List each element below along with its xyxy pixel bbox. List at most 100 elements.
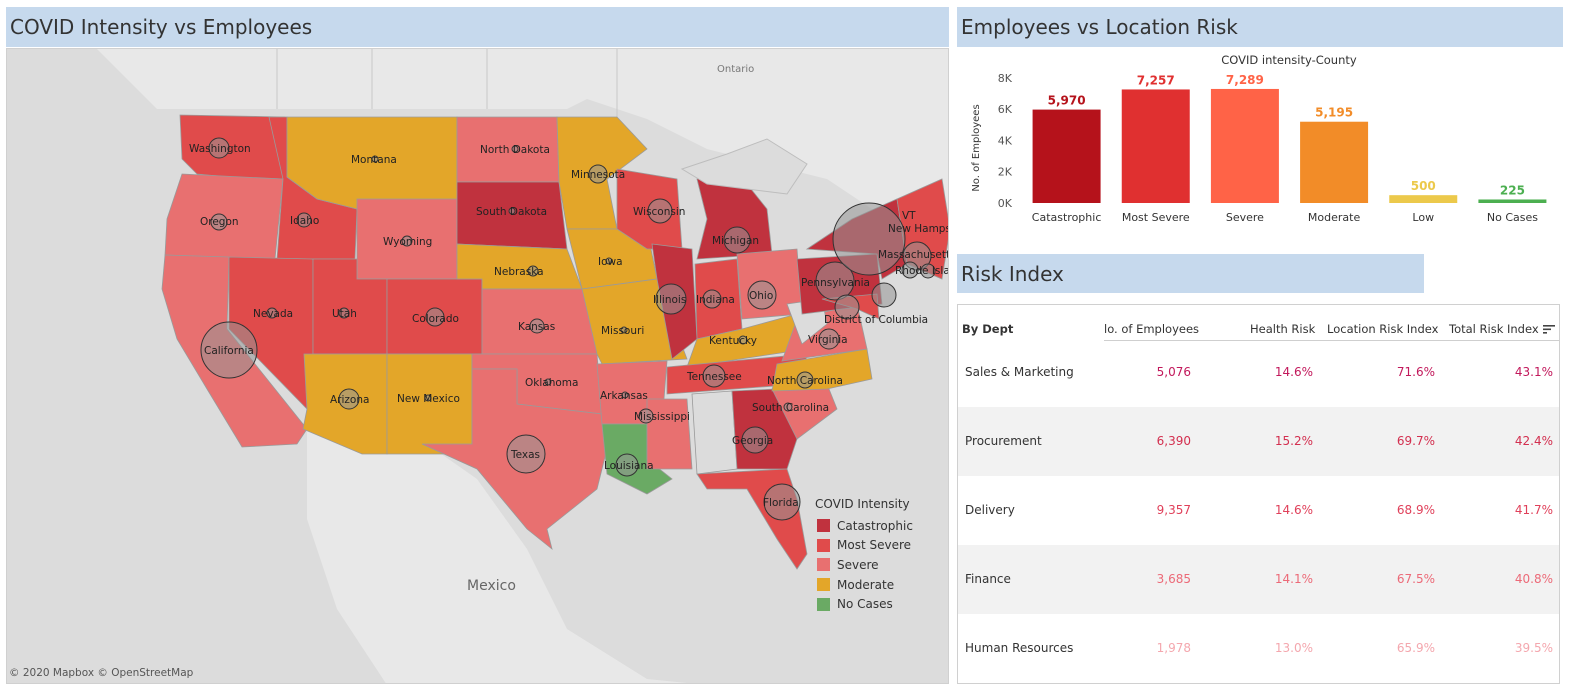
circle-connecticut[interactable] — [901, 261, 919, 279]
table-row[interactable]: Human Resources 1,978 13.0% 65.9% 39.5% — [958, 614, 1559, 683]
label-rhode-island: Rhode Isla — [895, 265, 949, 277]
legend-swatch — [817, 519, 830, 533]
great-lakes — [680, 138, 808, 195]
label-ohio: Ohio — [749, 290, 773, 302]
legend-item-severe[interactable]: Severe — [815, 555, 945, 575]
circle-dc[interactable] — [834, 294, 860, 320]
label-tennessee: Tennessee — [686, 371, 742, 383]
label-nevada: Nevada — [253, 308, 293, 320]
label-nebraska: Nebraska — [494, 266, 544, 278]
state-alabama[interactable] — [691, 390, 738, 475]
y-tick-label: 6K — [998, 103, 1013, 116]
circle-new-york[interactable] — [832, 202, 906, 276]
circle-virginia[interactable] — [818, 328, 840, 350]
circle-montana[interactable] — [371, 155, 379, 163]
circle-rhode-island[interactable] — [920, 263, 936, 279]
legend-swatch — [817, 578, 830, 592]
bar-most-severe[interactable] — [1121, 89, 1190, 203]
cell-dept: Sales & Marketing — [965, 365, 1074, 379]
circle-pennsylvania[interactable] — [815, 261, 855, 301]
circle-indiana[interactable] — [702, 289, 722, 309]
circle-wyoming[interactable] — [401, 235, 413, 247]
circle-arizona[interactable] — [338, 388, 360, 410]
circle-washington[interactable] — [208, 137, 230, 159]
circle-utah[interactable] — [338, 307, 350, 319]
map-svg[interactable]: Ontario Mexico — [7, 49, 949, 684]
legend-item-most-severe[interactable]: Most Severe — [815, 536, 945, 556]
header-employees[interactable]: lo. of Employees — [1104, 322, 1200, 336]
bar-moderate[interactable] — [1300, 121, 1369, 203]
cell-total-risk: 41.7% — [1514, 503, 1553, 517]
circle-arkansas[interactable] — [621, 391, 629, 399]
state-mississippi[interactable] — [646, 398, 693, 470]
label-louisiana: Louisiana — [604, 460, 654, 472]
cell-employees: 6,390 — [1156, 434, 1191, 448]
circle-florida[interactable] — [763, 483, 801, 521]
circle-kansas[interactable] — [529, 318, 545, 334]
sort-descending-icon[interactable] — [1543, 324, 1555, 334]
legend-swatch — [817, 558, 830, 572]
circle-ohio[interactable] — [747, 280, 777, 310]
label-montana: Montana — [351, 154, 397, 166]
mexico-label: Mexico — [467, 578, 516, 594]
map-attribution[interactable]: © 2020 Mapbox © OpenStreetMap — [9, 667, 194, 679]
cell-dept: Delivery — [965, 503, 1015, 517]
circle-tennessee[interactable] — [702, 364, 726, 388]
table-row[interactable]: Procurement 6,390 15.2% 69.7% 42.4% — [958, 407, 1559, 476]
circle-idaho[interactable] — [296, 212, 312, 228]
state-labels: Washington Oregon California Idaho Nevad… — [189, 143, 949, 509]
label-indiana: Indiana — [696, 294, 735, 306]
label-california: California — [204, 345, 254, 357]
header-total-risk[interactable]: Total Risk Index — [1449, 322, 1539, 336]
circle-south-carolina[interactable] — [783, 402, 793, 412]
circle-north-dakota[interactable] — [511, 145, 519, 153]
covid-map[interactable]: Ontario Mexico — [6, 48, 949, 684]
circle-new-mexico[interactable] — [424, 394, 432, 402]
circle-georgia[interactable] — [741, 426, 769, 454]
circle-minnesota[interactable] — [588, 164, 608, 184]
header-location-risk[interactable]: Location Risk Index — [1327, 322, 1439, 336]
map-panel-title: COVID Intensity vs Employees — [6, 7, 949, 47]
table-row[interactable]: Delivery 9,357 14.6% 68.9% 41.7% — [958, 476, 1559, 545]
header-divider — [1104, 340, 1559, 341]
circle-wisconsin[interactable] — [647, 198, 673, 224]
bar-value-label: 7,257 — [1137, 73, 1175, 87]
legend-item-moderate[interactable]: Moderate — [815, 575, 945, 595]
cell-total-risk: 42.4% — [1514, 434, 1553, 448]
header-by-dept[interactable]: By Dept — [962, 322, 1014, 336]
circle-louisiana[interactable] — [615, 453, 639, 477]
cell-employees: 3,685 — [1156, 572, 1191, 586]
table-row[interactable]: Finance 3,685 14.1% 67.5% 40.8% — [958, 545, 1559, 614]
circle-nevada[interactable] — [266, 307, 278, 319]
circle-colorado[interactable] — [425, 307, 445, 327]
circle-new-jersey[interactable] — [871, 282, 897, 308]
circle-north-carolina[interactable] — [796, 371, 814, 389]
mexico-land — [307, 409, 687, 683]
circle-texas[interactable] — [506, 434, 546, 474]
label-michigan: Michigan — [712, 235, 759, 247]
legend-label: Moderate — [837, 577, 895, 592]
circle-michigan[interactable] — [723, 226, 751, 254]
circle-illinois[interactable] — [655, 283, 687, 315]
circle-missouri[interactable] — [620, 326, 628, 334]
table-row[interactable]: Sales & Marketing 5,076 14.6% 71.6% 43.1% — [958, 338, 1559, 407]
circle-iowa[interactable] — [605, 257, 613, 265]
bar-low[interactable] — [1389, 195, 1458, 203]
circle-oregon[interactable] — [210, 213, 228, 231]
label-colorado: Colorado — [412, 313, 459, 325]
circle-oklahoma[interactable] — [544, 378, 552, 386]
covid-intensity-legend: COVID Intensity Catastrophic Most Severe… — [815, 497, 945, 614]
circle-california[interactable] — [200, 321, 258, 379]
employee-circles — [200, 137, 936, 521]
circle-mississippi[interactable] — [638, 408, 654, 424]
circle-south-dakota[interactable] — [508, 207, 516, 215]
circle-nebraska[interactable] — [527, 265, 539, 277]
legend-item-no-cases[interactable]: No Cases — [815, 594, 945, 614]
header-health-risk[interactable]: Health Risk — [1250, 322, 1316, 336]
circle-kentucky[interactable] — [738, 335, 748, 345]
bar-value-label: 225 — [1500, 183, 1525, 197]
bar-no-cases[interactable] — [1478, 199, 1547, 203]
bar-severe[interactable] — [1210, 88, 1279, 203]
legend-item-catastrophic[interactable]: Catastrophic — [815, 516, 945, 536]
bar-catastrophic[interactable] — [1032, 109, 1101, 203]
